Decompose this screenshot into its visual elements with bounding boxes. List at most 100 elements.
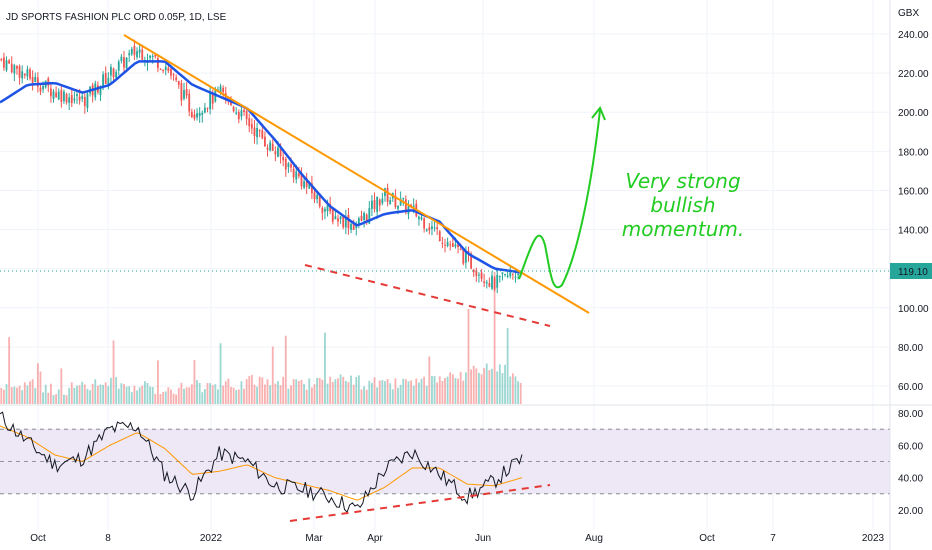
volume-bar-187 [488, 370, 491, 404]
candle-body-121 [316, 194, 319, 200]
candle-body-5 [13, 65, 16, 74]
candle-body-28 [73, 98, 76, 101]
candle-body-46 [120, 56, 123, 61]
volume-bar-41 [107, 386, 110, 404]
volume-bar-129 [337, 378, 339, 404]
volume-bar-59 [154, 393, 157, 404]
candle-body-22 [57, 91, 60, 100]
descending-trendline[interactable] [123, 34, 590, 314]
volume-bar-81 [211, 385, 214, 404]
candle-body-89 [232, 106, 235, 112]
volume-bar-118 [308, 378, 311, 404]
volume-bar-34 [89, 390, 91, 404]
rsi-axis[interactable]: 80.00 60.00 40.00 20.00 [898, 409, 923, 517]
candle-body-1 [3, 57, 5, 68]
price-tick-9: 60.00 [898, 382, 923, 393]
volume-bar-197 [514, 376, 517, 404]
candle-body-11 [29, 69, 31, 79]
volume-bar-4 [10, 387, 13, 404]
volume-bar-96 [250, 374, 253, 404]
volume-bar-152 [397, 387, 399, 404]
candle-body-45 [117, 61, 120, 71]
candle-body-64 [167, 68, 170, 72]
candle-body-128 [334, 216, 337, 220]
volume-bar-74 [193, 360, 196, 404]
time-axis[interactable]: Oct 8 2022 Mar Apr Jun Aug Oct 7 2023 [30, 533, 884, 544]
candle-body-129 [337, 218, 339, 222]
candle-body-85 [222, 87, 225, 92]
volume-bar-11 [29, 381, 31, 404]
volume-bar-112 [292, 379, 295, 404]
price-axis[interactable]: 240.00220.00200.00180.00160.00140.00120.… [898, 30, 929, 393]
volume-bar-148 [386, 379, 389, 404]
price-tick-0: 240.00 [898, 30, 929, 41]
volume-bar-10 [26, 385, 29, 404]
projection-arrow[interactable] [518, 109, 601, 289]
candle-body-49 [128, 53, 131, 56]
volume-bar-127 [331, 381, 334, 404]
volume-bar-95 [248, 376, 251, 404]
rsi-line [0, 411, 523, 514]
rsi-tick-0: 80.00 [898, 409, 923, 420]
candle-body-196 [511, 273, 514, 275]
volume-bar-47 [123, 384, 125, 404]
candle-body-51 [133, 46, 136, 56]
volume-bar-45 [117, 388, 120, 404]
volume-bar-147 [384, 381, 386, 404]
candle-body-169 [441, 242, 444, 244]
candle-body-7 [18, 66, 21, 78]
volume-bar-130 [339, 374, 342, 404]
candle-body-29 [76, 94, 78, 97]
candle-body-54 [141, 49, 144, 60]
rsi-support-line[interactable] [289, 484, 551, 522]
volume-bar-119 [310, 387, 313, 404]
candle-body-163 [425, 229, 428, 231]
candle-body-32 [83, 97, 86, 106]
volume-bar-151 [394, 378, 397, 404]
candle-body-123 [321, 208, 324, 213]
candle-body-47 [123, 57, 125, 68]
candle-body-53 [138, 49, 141, 53]
volume-bar-105 [274, 383, 277, 404]
volume-bar-0 [0, 387, 3, 404]
candle-body-31 [81, 96, 84, 99]
volume-bar-53 [138, 387, 141, 404]
volume-bar-48 [125, 386, 128, 404]
candle-body-114 [297, 173, 300, 177]
candle-body-134 [350, 223, 352, 230]
candle-body-38 [99, 85, 102, 96]
candle-body-165 [431, 226, 433, 229]
candle-body-193 [504, 274, 506, 276]
candle-body-16 [42, 85, 44, 90]
time-tick-3: Mar [305, 533, 323, 544]
candle-body-74 [193, 114, 196, 119]
candle-body-8 [21, 71, 24, 79]
candle-body-100 [261, 130, 264, 139]
candle-body-190 [496, 274, 499, 288]
volume-bar-138 [360, 389, 363, 404]
candle-body-124 [324, 208, 326, 212]
volume-bar-2 [5, 384, 8, 404]
volume-bar-70 [183, 388, 185, 404]
candle-body-112 [292, 168, 295, 178]
volume-bar-56 [146, 382, 149, 404]
candle-body-132 [344, 217, 347, 228]
candle-body-138 [360, 215, 363, 221]
volume-bar-42 [110, 377, 112, 404]
candle-body-104 [271, 143, 274, 151]
volume-bar-76 [198, 382, 201, 404]
volume-bar-144 [376, 387, 379, 404]
support-line[interactable] [304, 264, 551, 327]
volume-bar-166 [433, 376, 436, 404]
candle-body-20 [52, 91, 55, 99]
volume-bar-194 [506, 327, 509, 404]
volume-bar-44 [115, 377, 118, 404]
candle-body-93 [243, 110, 245, 113]
volume-bar-198 [517, 381, 519, 404]
price-tick-5: 140.00 [898, 226, 929, 237]
volume-bar-91 [237, 389, 240, 404]
volume-bar-133 [347, 382, 350, 404]
volume-bar-14 [36, 363, 39, 404]
